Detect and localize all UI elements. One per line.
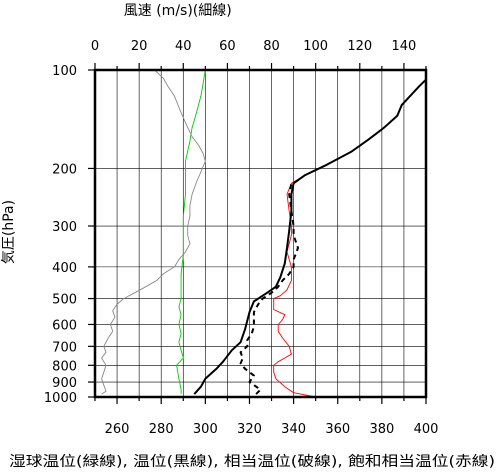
- bottom-tick-label: 280: [149, 422, 174, 437]
- y-tick-label: 500: [52, 293, 77, 308]
- series-layer: [101, 69, 427, 398]
- y-tick-label: 300: [52, 220, 77, 235]
- top-tick-label: 40: [175, 39, 192, 54]
- plot-frame: [93, 68, 428, 399]
- series-line: [273, 79, 427, 398]
- bottom-tick-label: 380: [369, 422, 394, 437]
- tick-labels: 0 20 40 60 80 100 120 140 260 280 300 320 340 360 380 4…: [44, 39, 439, 437]
- y-tick-label: 800: [52, 359, 77, 374]
- top-tick-label: 140: [392, 39, 417, 54]
- grid-lines: [95, 69, 426, 398]
- top-tick-label: 60: [219, 39, 236, 54]
- top-tick-label: 80: [263, 39, 280, 54]
- bottom-tick-label: 360: [325, 422, 350, 437]
- y-tick-label: 600: [52, 318, 77, 333]
- bottom-tick-label: 260: [105, 422, 130, 437]
- y-tick-label: 900: [52, 376, 77, 391]
- y-tick-label: 200: [52, 162, 77, 177]
- bottom-tick-label: 320: [237, 422, 262, 437]
- y-tick-label: 700: [52, 340, 77, 355]
- y-axis-title: 気圧(hPa): [1, 200, 17, 264]
- bottom-tick-label: 340: [281, 422, 306, 437]
- top-tick-label: 100: [303, 39, 328, 54]
- y-tick-label: 400: [52, 261, 77, 276]
- top-tick-label: 20: [131, 39, 148, 54]
- top-tick-label: 0: [91, 39, 99, 54]
- bottom-tick-label: 300: [193, 422, 218, 437]
- y-tick-label: 1000: [44, 391, 77, 406]
- series-line: [239, 183, 299, 395]
- series-line: [101, 69, 206, 395]
- series-line: [193, 78, 427, 395]
- bottom-tick-label: 400: [414, 422, 439, 437]
- bottom-axis-title: 湿球温位(緑線), 温位(黒線), 相当温位(破線), 飽和相当温位(赤線): [9, 453, 495, 470]
- y-tick-label: 100: [52, 64, 77, 79]
- series-line: [176, 69, 206, 395]
- top-tick-label: 120: [347, 39, 372, 54]
- top-axis-title: 風速 (m/s)(細線): [124, 3, 232, 19]
- axis-ticks: [88, 63, 427, 404]
